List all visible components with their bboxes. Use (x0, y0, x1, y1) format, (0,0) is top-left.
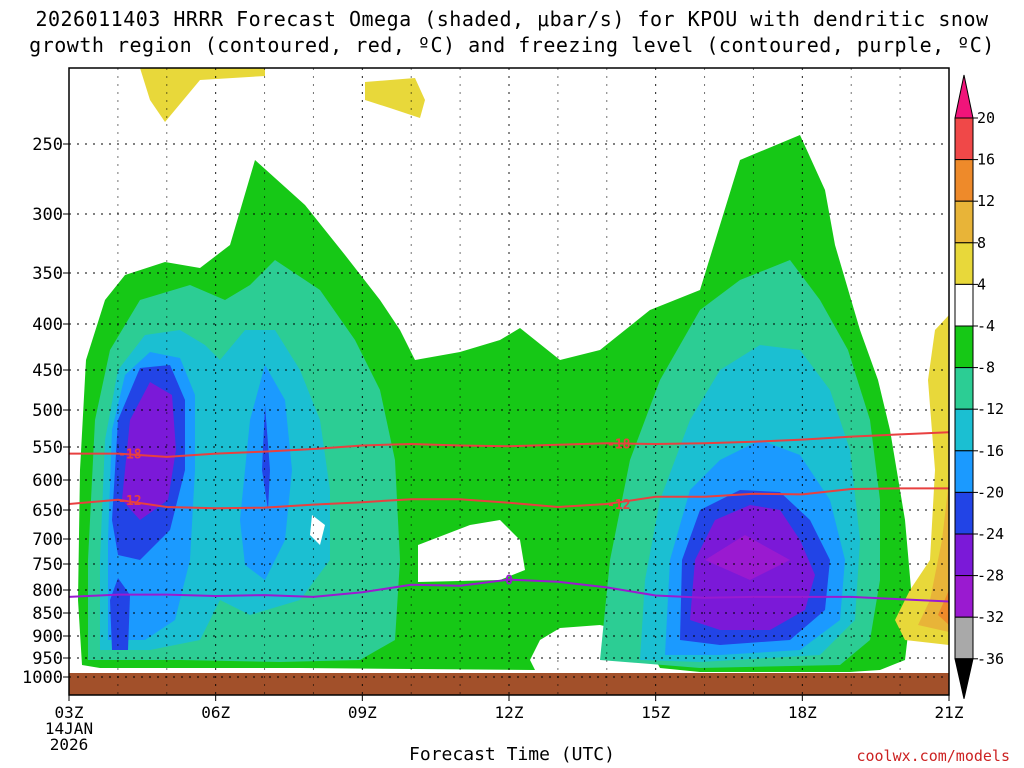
colorbar-segment (954, 283, 974, 327)
x-tick-label: 18Z (788, 703, 817, 722)
contour-line-1 (69, 487, 949, 510)
contour-label: -18 (607, 437, 631, 452)
contour-lines: -18 -18 -12 -12 0 (69, 431, 949, 603)
y-tick-label: 750 (32, 555, 63, 575)
colorbar: 20 16 12 8 4 -4 -8 -12 -16 -20 -24 -28 -32 -36 (954, 74, 1004, 699)
colorbar-segment (954, 408, 974, 452)
grid-lines (68, 68, 950, 695)
omega-region-strong-descent-right (938, 590, 949, 625)
colorbar-label: -28 (977, 567, 1004, 585)
contour-label: -12 (607, 498, 630, 513)
omega-gap-small (310, 515, 325, 545)
omega-region-stronger-descent-right (918, 480, 949, 632)
colorbar-label: -24 (977, 525, 1004, 543)
y-tick-label: 900 (32, 627, 63, 647)
x-tick-label: 21Z (935, 703, 964, 722)
colorbar-segment (954, 658, 974, 699)
colorbar-segment (954, 491, 974, 535)
x-axis-label: Forecast Time (UTC) (409, 744, 615, 765)
colorbar-label: 4 (977, 275, 986, 293)
y-tick-label: 550 (32, 438, 63, 458)
colorbar-segment (954, 242, 974, 285)
contour-label: -12 (118, 494, 141, 509)
colorbar-label: -36 (977, 650, 1004, 668)
x-tick-label: 09Z (348, 703, 377, 722)
omega-core-left (122, 382, 176, 520)
y-tick-label: 350 (32, 264, 63, 284)
omega-core-mid (262, 405, 270, 510)
contour-label: 0 (505, 574, 513, 589)
y-tick-label: 850 (32, 604, 63, 624)
colorbar-label: 8 (977, 234, 986, 252)
colorbar-label: 20 (977, 109, 995, 127)
colorbar-label: -8 (977, 359, 995, 377)
x-start-label-line: 14JAN (45, 719, 93, 738)
colorbar-segment (954, 450, 974, 493)
colorbar-label: -16 (977, 442, 1004, 460)
contour-line-2 (69, 578, 949, 603)
x-tick-label: 15Z (641, 703, 670, 722)
colorbar-label: -20 (977, 483, 1004, 501)
x-start-label-line: 03Z (55, 703, 84, 722)
omega-gap-center (418, 520, 525, 582)
colorbar-label: -32 (977, 608, 1004, 626)
omega-shading (69, 68, 949, 695)
colorbar-segment (954, 367, 974, 410)
y-tick-label: 800 (32, 581, 63, 601)
colorbar-segment (954, 200, 974, 244)
chart-title: 2026011403 HRRR Forecast Omega (shaded, … (29, 7, 995, 57)
colorbar-segment (954, 117, 974, 161)
omega-region-descent-top-mid (365, 78, 425, 118)
contour-line-0 (69, 431, 949, 458)
omega-region-descent-right (895, 315, 949, 645)
colorbar-label: -12 (977, 400, 1004, 418)
colorbar-segment (954, 616, 974, 660)
x-tick-label: 12Z (495, 703, 524, 722)
y-tick-label: 950 (32, 649, 63, 669)
colorbar-segment (954, 533, 974, 577)
x-tick-label: 06Z (201, 703, 230, 722)
y-tick-label: 650 (32, 501, 63, 521)
y-axis-ticks: 250 300 350 400 450 500 550 600 650 700 750 800 850 9… (22, 135, 69, 688)
omega-peak-right (705, 535, 790, 580)
y-tick-label: 300 (32, 205, 63, 225)
colorbar-segment (954, 325, 974, 369)
colorbar-label: -4 (977, 317, 995, 335)
y-tick-label: 700 (32, 530, 63, 550)
y-tick-label: 400 (32, 315, 63, 335)
colorbar-label: 16 (977, 151, 995, 169)
y-tick-label: 1000 (22, 668, 63, 688)
colorbar-segment (954, 575, 974, 618)
omega-region-descent-top-left (140, 68, 265, 122)
watermark-link[interactable]: coolwx.com/models (856, 747, 1010, 765)
y-tick-label: 600 (32, 471, 63, 491)
y-tick-label: 250 (32, 135, 63, 155)
y-tick-label: 500 (32, 401, 63, 421)
colorbar-segment (954, 159, 974, 202)
colorbar-segment (954, 74, 974, 119)
colorbar-label: 12 (977, 192, 995, 210)
omega-region-lower-left (110, 578, 130, 650)
y-tick-label: 450 (32, 361, 63, 381)
contour-label: -18 (118, 448, 142, 463)
x-start-label-line: 2026 (50, 735, 89, 754)
